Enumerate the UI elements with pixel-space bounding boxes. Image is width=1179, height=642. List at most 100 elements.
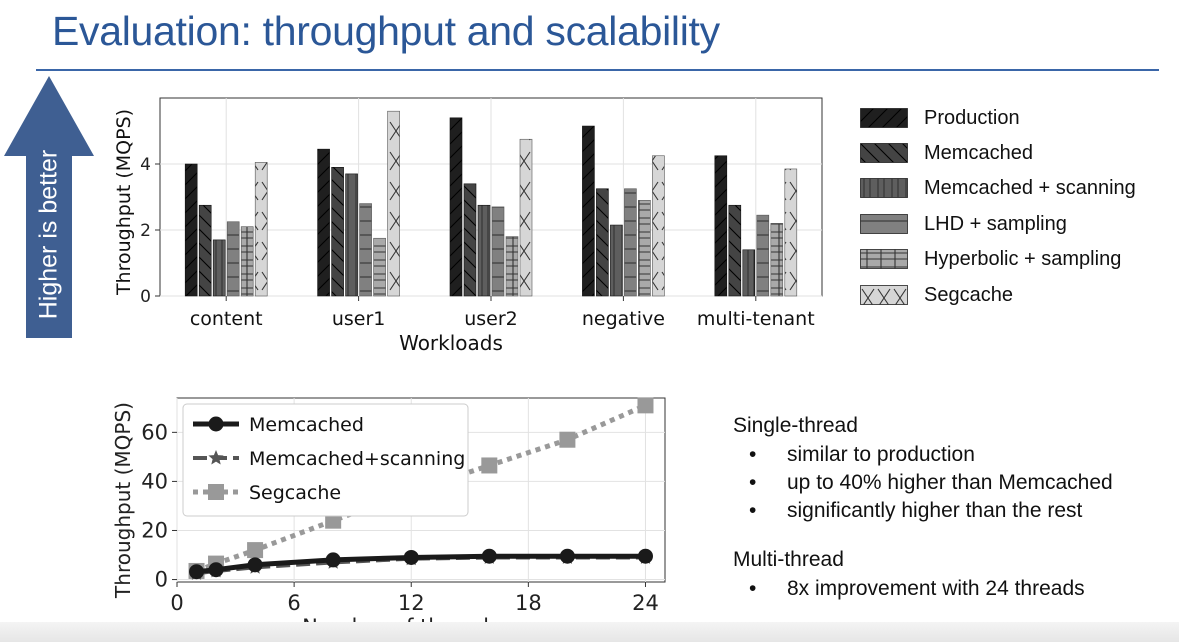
video-bottom-band	[0, 622, 1179, 642]
legend-item: Production	[860, 106, 1020, 130]
bar	[331, 167, 344, 297]
single-bullet-2: • up to 40% higher than Memcached	[749, 471, 1113, 494]
arrow-label: Higher is better	[34, 149, 63, 319]
line-ytick-label: 20	[141, 518, 168, 542]
bar	[198, 204, 212, 297]
bar-ytick-label: 0	[140, 287, 151, 307]
bar	[519, 138, 533, 297]
legend-label: LHD + sampling	[924, 212, 1067, 235]
legend-swatch	[860, 214, 908, 234]
line-xtick-label: 24	[632, 591, 659, 615]
bar	[505, 236, 519, 297]
bar	[184, 163, 198, 297]
bar	[254, 162, 268, 297]
legend-label: Memcached + scanning	[924, 176, 1136, 199]
bar	[624, 188, 637, 297]
data-point	[637, 397, 654, 414]
single-bullet-3: • significantly higher than the rest	[749, 499, 1083, 522]
bar	[714, 155, 728, 297]
bar	[359, 203, 372, 297]
bar	[491, 206, 505, 297]
bar	[373, 237, 386, 297]
bar-xtick-label: multi-tenant	[697, 308, 815, 330]
bar-ytick-label: 4	[140, 155, 151, 175]
line-ytick-label: 0	[155, 568, 168, 592]
legend-label: Segcache	[924, 283, 1013, 306]
data-point	[189, 564, 205, 580]
data-point	[559, 431, 576, 448]
legend-swatch	[860, 249, 908, 269]
single-bullet-1: • similar to production	[749, 443, 975, 466]
slide-title: Evaluation: throughput and scalability	[52, 8, 720, 54]
title-divider	[36, 69, 1159, 71]
legend-item: LHD + sampling	[860, 212, 1067, 236]
bar-chart: 0 2 4 content user1 user2 negative multi-tenant…	[113, 97, 823, 355]
line-legend-frame	[182, 403, 469, 517]
up-arrow-icon	[4, 76, 94, 338]
bar-xtick-label: negative	[582, 308, 665, 330]
bar-xtick-label: content	[190, 308, 263, 330]
line-legend-marker	[208, 484, 224, 500]
bar	[345, 173, 358, 297]
bar	[212, 239, 226, 297]
bar	[596, 188, 609, 297]
legend-label: Memcached	[924, 141, 1033, 164]
legend-swatch	[860, 285, 908, 305]
line-legend-label: Memcached+scanning	[249, 448, 465, 470]
data-point	[247, 557, 263, 573]
bar	[226, 221, 240, 297]
legend-label: Production	[924, 106, 1020, 129]
line-legend-label: Memcached	[249, 414, 364, 436]
bar-ytick-label: 2	[140, 221, 151, 241]
line-ytick-label: 60	[141, 420, 168, 444]
legend-swatch	[860, 143, 908, 163]
data-point	[559, 548, 575, 564]
bar	[652, 155, 665, 297]
bar	[784, 168, 798, 297]
line-xtick-label: 18	[515, 591, 542, 615]
bar	[770, 223, 784, 297]
legend-item: Segcache	[860, 283, 1013, 307]
data-point	[481, 548, 497, 564]
data-point	[481, 457, 498, 474]
line-y-axis-label: Throughput (MQPS)	[111, 402, 135, 599]
bar	[582, 125, 595, 297]
bar	[742, 249, 756, 297]
bar	[240, 226, 254, 297]
bar	[638, 200, 651, 297]
bar	[387, 110, 400, 297]
legend-item: Hyperbolic + sampling	[860, 247, 1121, 271]
legend-label: Hyperbolic + sampling	[924, 247, 1122, 270]
bar	[728, 204, 742, 297]
legend-swatch	[860, 108, 908, 128]
data-point	[637, 548, 653, 564]
bar	[449, 117, 463, 297]
line-chart: 061218240204060Number of threadsThroughp…	[111, 397, 666, 639]
bar-xtick-label: user1	[332, 308, 386, 330]
line-legend-marker	[208, 416, 224, 432]
legend-item: Memcached + scanning	[860, 176, 1136, 200]
data-point	[325, 512, 342, 529]
bar	[477, 204, 491, 297]
bar	[463, 183, 477, 297]
bar-xtick-label: user2	[464, 308, 518, 330]
line-ytick-label: 40	[141, 469, 168, 493]
data-point	[325, 552, 341, 568]
bar	[610, 224, 623, 297]
line-xtick-label: 6	[287, 591, 300, 615]
single-thread-heading: Single-thread	[733, 414, 858, 437]
line-legend-label: Segcache	[249, 482, 341, 504]
data-point	[208, 562, 224, 578]
bar-x-axis-label: Workloads	[399, 331, 503, 355]
data-point	[247, 542, 264, 559]
multi-thread-heading: Multi-thread	[733, 548, 844, 571]
data-point	[403, 549, 419, 565]
multi-bullet-1: • 8x improvement with 24 threads	[749, 577, 1085, 600]
bar	[317, 148, 330, 297]
line-xtick-label: 12	[398, 591, 425, 615]
legend-swatch	[860, 178, 908, 198]
legend-item: Memcached	[860, 141, 1033, 165]
bar-y-axis-label: Throughput (MQPS)	[113, 109, 135, 296]
bar	[756, 214, 770, 297]
line-xtick-label: 0	[170, 591, 183, 615]
